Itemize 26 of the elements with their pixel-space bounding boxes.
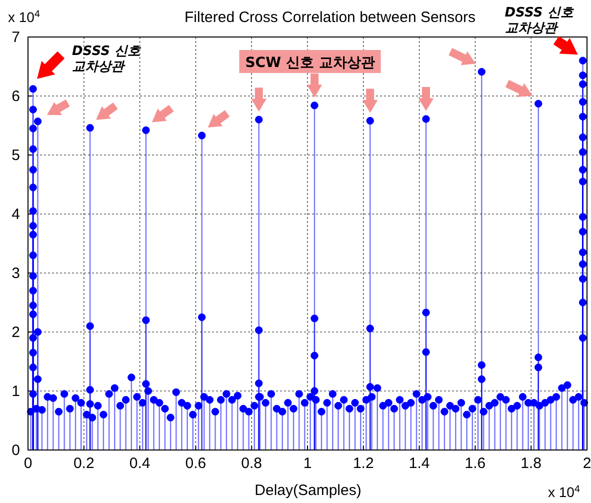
y-tick-label: 6	[12, 88, 20, 105]
y-tick-label: 3	[12, 265, 20, 282]
annotation: SCW 신호 교차상관	[245, 55, 375, 71]
x-tick-label: 2	[582, 455, 591, 472]
x-tick-label: 1	[303, 455, 312, 472]
y-tick-label: 5	[12, 147, 20, 164]
x-tick-label: 0.6	[185, 455, 206, 472]
x-axis-title: Delay(Samples)	[254, 482, 362, 499]
x-tick-label: 0.8	[241, 455, 262, 472]
x-tick-label: 0.2	[73, 455, 94, 472]
y-tick-label: 4	[12, 206, 20, 223]
x-tick-label: 0	[24, 455, 32, 472]
x-tick-label: 1.8	[520, 455, 542, 472]
text: x 10$^{4}$	[548, 484, 580, 500]
x-tick-label: 0.4	[129, 455, 150, 472]
chart-title: Filtered Cross Correlation between Sensors	[184, 9, 476, 26]
x-tick-label: 1.2	[352, 455, 374, 472]
x-tick-label: 1.6	[464, 455, 486, 472]
annotation: DSSS 신호 교차상관	[504, 6, 574, 36]
y-tick-label: 2	[12, 324, 20, 341]
y-tick-label: 1	[12, 383, 20, 400]
y-tick-label: 7	[12, 29, 20, 46]
x-tick-label: 1.4	[408, 455, 430, 472]
y-tick-label: 0	[12, 442, 20, 459]
annotation: DSSS 신호 교차상관	[72, 44, 142, 75]
text: x 10$^{4}$	[8, 8, 40, 25]
